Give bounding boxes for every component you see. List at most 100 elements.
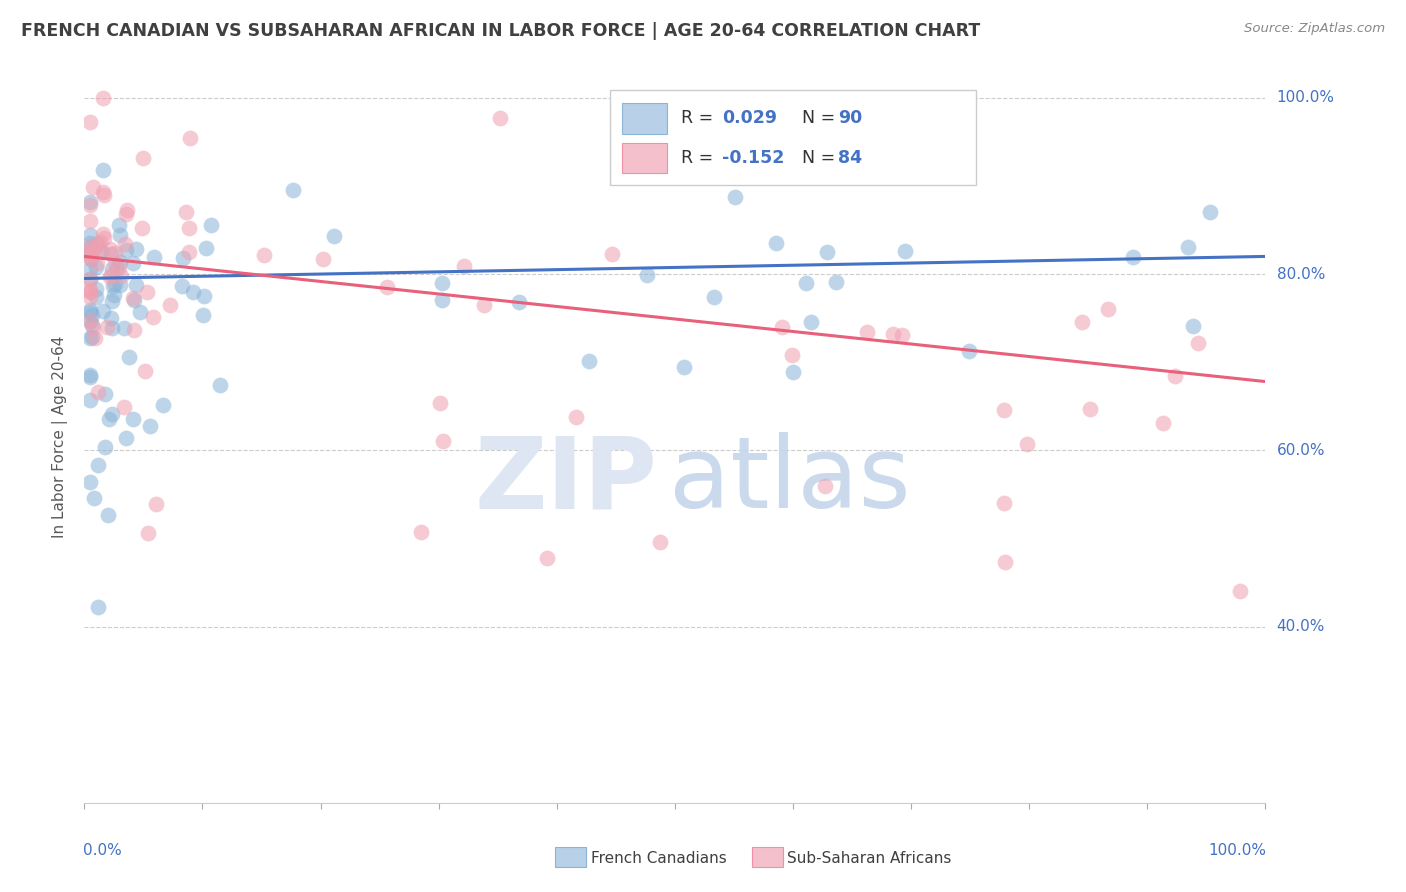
Text: R =: R = (681, 109, 718, 128)
Point (100, 268, 122, 282)
Point (174, 205, 197, 219)
Point (98, 242, 121, 256)
Point (765, 236, 787, 251)
Point (91, 91, 114, 105)
Point (122, 323, 145, 337)
Point (79, 245, 101, 260)
Point (131, 221, 153, 235)
Text: 100.0%: 100.0% (1277, 90, 1334, 105)
Point (114, 236, 136, 251)
Point (200, 218, 222, 232)
Point (79, 305, 101, 319)
Point (100, 247, 122, 261)
Point (108, 255, 131, 269)
Point (93, 188, 115, 202)
Point (508, 295, 530, 310)
Point (780, 348, 803, 362)
Point (636, 268, 658, 282)
Point (79, 370, 101, 384)
Point (87, 458, 110, 473)
Point (181, 285, 204, 299)
Point (79, 314, 101, 328)
Point (890, 327, 912, 342)
Text: ZIP: ZIP (474, 433, 657, 530)
Point (170, 279, 193, 293)
Point (100, 262, 122, 277)
Point (79, 284, 101, 298)
Point (98, 270, 121, 285)
Point (79, 227, 101, 242)
Point (83, 491, 105, 505)
Point (105, 260, 128, 275)
Point (80, 330, 103, 344)
Point (139, 419, 162, 434)
Point (79, 245, 101, 260)
Point (112, 401, 135, 415)
Point (104, 277, 127, 291)
Point (145, 497, 167, 511)
Point (800, 315, 823, 329)
Point (79, 214, 101, 228)
Point (993, 403, 1015, 417)
Point (112, 321, 135, 335)
Point (159, 298, 181, 312)
Point (142, 310, 165, 324)
Point (87, 599, 110, 614)
Text: 90: 90 (838, 109, 862, 128)
Point (115, 244, 138, 258)
Point (114, 431, 136, 445)
Point (84, 331, 107, 345)
Point (100, 311, 122, 326)
Point (453, 260, 475, 274)
Point (79, 331, 101, 345)
Point (673, 360, 696, 375)
Point (138, 525, 160, 540)
Point (79, 115, 101, 129)
Point (79, 271, 101, 285)
Point (79, 240, 101, 254)
Point (115, 203, 138, 218)
Point (1199, 205, 1222, 219)
Point (993, 496, 1015, 510)
Point (1080, 402, 1102, 417)
Point (124, 293, 146, 307)
Point (80, 318, 103, 333)
Text: 40.0%: 40.0% (1277, 619, 1324, 634)
Point (108, 227, 131, 242)
Point (82, 180, 104, 194)
Point (79, 302, 101, 317)
Point (894, 244, 917, 258)
Y-axis label: In Labor Force | Age 20-64: In Labor Force | Age 20-64 (52, 336, 69, 538)
Point (79, 239, 101, 253)
Point (90, 245, 112, 260)
Point (600, 247, 623, 261)
Point (193, 289, 215, 303)
Point (79, 252, 101, 266)
Point (87, 237, 110, 252)
Point (1177, 240, 1199, 254)
Point (994, 555, 1017, 569)
Text: 0.029: 0.029 (723, 109, 778, 128)
Point (1182, 318, 1205, 333)
FancyBboxPatch shape (621, 143, 666, 173)
Point (472, 298, 495, 312)
Point (79, 198, 101, 212)
Point (208, 378, 231, 392)
Point (1153, 416, 1175, 430)
Point (79, 272, 101, 286)
Text: 84: 84 (838, 149, 862, 167)
Point (650, 535, 672, 549)
Text: R =: R = (681, 149, 718, 167)
Text: N =: N = (803, 109, 841, 128)
Text: Sub-Saharan Africans: Sub-Saharan Africans (787, 851, 952, 865)
Point (79, 244, 101, 259)
Point (86, 260, 108, 274)
Point (430, 293, 453, 307)
Point (825, 275, 848, 289)
Point (136, 285, 159, 300)
Point (104, 257, 127, 271)
Text: 100.0%: 100.0% (1209, 843, 1267, 858)
Point (80, 308, 103, 322)
Point (1071, 315, 1094, 329)
Point (578, 354, 600, 368)
